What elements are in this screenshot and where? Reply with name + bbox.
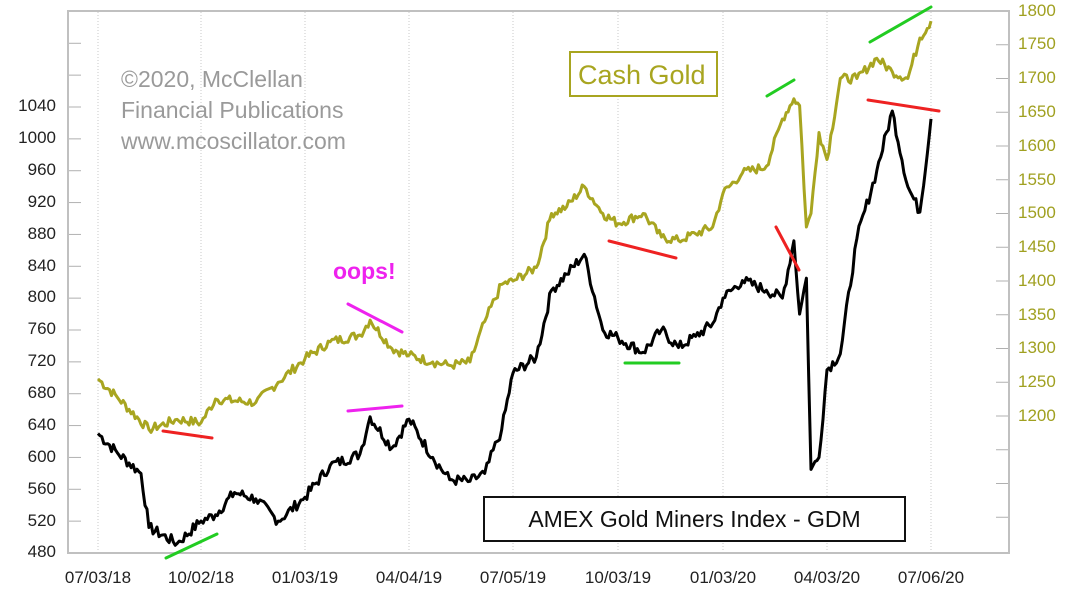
oops-annotation: oops! <box>333 258 396 284</box>
right-tick-label: 1350 <box>1018 305 1056 324</box>
trendline-gold-2020jun-green <box>868 5 933 44</box>
right-tick-label: 1550 <box>1018 170 1056 189</box>
trendline-gdm-2019-magenta <box>346 404 404 413</box>
right-tick-label: 1600 <box>1018 136 1056 155</box>
right-tick-label: 1450 <box>1018 237 1056 256</box>
watermark-line-2: Financial Publications <box>121 97 344 123</box>
x-tick-label: 04/04/19 <box>375 568 443 587</box>
left-tick-label: 760 <box>27 319 56 338</box>
trendline-gold-2019q4-red <box>607 239 678 260</box>
legend-cash-gold: Cash Gold <box>569 51 718 97</box>
right-tick-label: 1300 <box>1018 338 1056 357</box>
right-tick-label: 1400 <box>1018 271 1056 290</box>
watermark-line-1: ©2020, McClellan <box>121 66 303 92</box>
right-tick-label: 1750 <box>1018 34 1056 53</box>
x-tick-label: 07/05/19 <box>479 568 547 587</box>
trendline-gold-2018-red <box>161 429 214 440</box>
left-tick-label: 520 <box>27 511 56 530</box>
left-tick-label: 560 <box>27 479 56 498</box>
left-tick-label: 1000 <box>18 128 56 147</box>
x-tick-label: 10/02/18 <box>167 568 235 587</box>
trendline-gdm-2018-green <box>164 532 219 560</box>
left-axis-ticks <box>69 42 81 522</box>
right-axis-ticks <box>996 44 1008 518</box>
x-tick-label: 01/03/19 <box>271 568 339 587</box>
trendlines <box>161 5 941 560</box>
right-tick-label: 1500 <box>1018 203 1056 222</box>
right-tick-label: 1200 <box>1018 406 1056 425</box>
x-tick-label: 07/06/20 <box>897 568 965 587</box>
gdm-line <box>96 109 933 547</box>
right-tick-label: 1650 <box>1018 102 1056 121</box>
left-tick-label: 840 <box>27 256 56 275</box>
trendline-gold-2019-magenta <box>346 302 404 334</box>
cash-gold-line <box>96 20 933 434</box>
left-tick-label: 720 <box>27 351 56 370</box>
x-tick-label: 07/03/18 <box>64 568 132 587</box>
copyright-watermark: ©2020, McClellan Financial Publications … <box>121 64 346 157</box>
x-tick-label: 10/03/19 <box>584 568 652 587</box>
right-tick-label: 1800 <box>1018 1 1056 20</box>
right-tick-label: 1700 <box>1018 68 1056 87</box>
left-tick-label: 480 <box>27 542 56 561</box>
trendline-gold-2020feb-green <box>765 78 796 98</box>
left-tick-label: 880 <box>27 224 56 243</box>
trendline-gdm-2020feb-red <box>774 225 801 272</box>
right-tick-label: 1250 <box>1018 372 1056 391</box>
watermark-line-3: www.mcoscillator.com <box>121 128 346 154</box>
left-tick-label: 680 <box>27 383 56 402</box>
left-tick-label: 600 <box>27 447 56 466</box>
left-tick-label: 800 <box>27 287 56 306</box>
legend-gdm: AMEX Gold Miners Index - GDM <box>483 496 906 542</box>
left-tick-label: 960 <box>27 160 56 179</box>
left-tick-label: 920 <box>27 192 56 211</box>
trendline-gdm-2020jun-red <box>866 98 941 113</box>
x-tick-label: 01/03/20 <box>689 568 757 587</box>
left-tick-label: 640 <box>27 415 56 434</box>
vertical-gridlines <box>97 12 932 552</box>
left-tick-label: 1040 <box>18 96 56 115</box>
x-tick-label: 04/03/20 <box>793 568 861 587</box>
